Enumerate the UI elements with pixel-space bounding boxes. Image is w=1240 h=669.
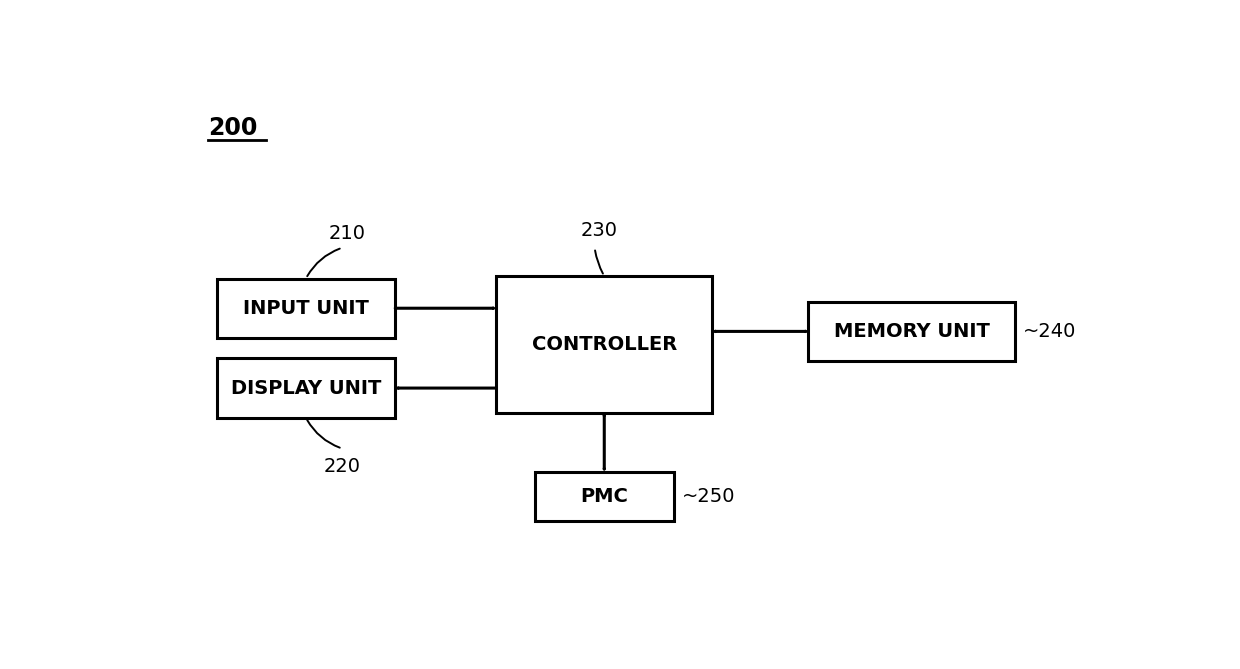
Text: INPUT UNIT: INPUT UNIT (243, 299, 370, 318)
Text: CONTROLLER: CONTROLLER (532, 334, 677, 354)
Text: PMC: PMC (580, 487, 629, 506)
Bar (496, 276, 712, 413)
Text: 210: 210 (329, 223, 366, 243)
Bar (217, 359, 396, 417)
Text: MEMORY UNIT: MEMORY UNIT (833, 322, 990, 341)
Text: ~240: ~240 (1023, 322, 1076, 341)
Bar (534, 472, 675, 520)
Text: 200: 200 (208, 116, 257, 140)
Text: ~250: ~250 (682, 487, 735, 506)
Bar (217, 278, 396, 338)
Bar (808, 302, 1016, 361)
Text: 230: 230 (582, 221, 618, 240)
Text: 220: 220 (324, 458, 361, 476)
Text: DISPLAY UNIT: DISPLAY UNIT (231, 379, 382, 397)
